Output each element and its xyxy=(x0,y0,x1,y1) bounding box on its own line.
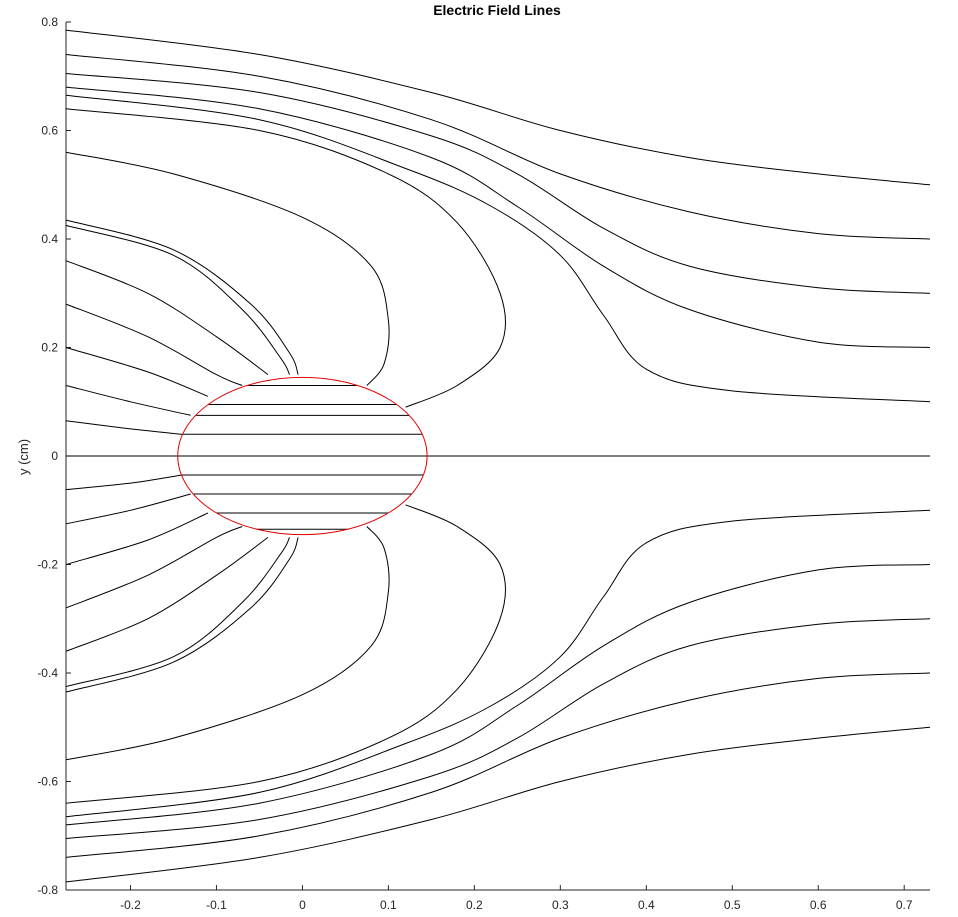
field-line xyxy=(65,672,931,858)
field-line xyxy=(65,108,506,408)
x-tick-label: 0.4 xyxy=(638,898,655,912)
field-line xyxy=(65,512,209,565)
field-line xyxy=(65,73,931,294)
y-tick-label: 0.4 xyxy=(41,232,58,246)
field-line xyxy=(65,537,290,688)
field-line xyxy=(65,420,183,435)
y-tick-label: -0.2 xyxy=(37,558,58,572)
x-tick-label: -0.1 xyxy=(206,898,227,912)
field-line xyxy=(65,303,243,386)
y-tick-label: 0.6 xyxy=(41,124,58,138)
x-tick-label: 0.5 xyxy=(724,898,741,912)
field-line xyxy=(65,224,290,375)
field-line xyxy=(65,347,209,397)
field-line xyxy=(65,474,183,491)
axes: 0.8 0.6 0.4 0.2 0 -0.2 -0.4 -0.6 -0.8 -0.2 -0.1 0 0.… xyxy=(37,15,930,912)
field-line xyxy=(65,54,931,240)
field-line xyxy=(65,509,931,818)
y-tick-label: -0.8 xyxy=(37,883,58,897)
field-line xyxy=(65,504,506,804)
x-tick-label: 0.7 xyxy=(896,898,913,912)
y-tick-label: 0.8 xyxy=(41,15,58,29)
chart-title: Electric Field Lines xyxy=(433,2,561,18)
field-line xyxy=(65,29,931,186)
plot-area xyxy=(65,29,931,883)
field-line xyxy=(65,537,299,693)
x-tick-label: 0.6 xyxy=(810,898,827,912)
field-line xyxy=(65,94,931,403)
x-tick-label: 0.3 xyxy=(552,898,569,912)
y-tick-label: 0.2 xyxy=(41,341,58,355)
field-line xyxy=(65,536,269,652)
field-line xyxy=(65,260,269,376)
y-tick-label: -0.4 xyxy=(37,666,58,680)
field-line xyxy=(65,726,931,883)
field-line xyxy=(65,526,390,761)
y-tick-label: -0.6 xyxy=(37,775,58,789)
conductor-boundary xyxy=(177,376,428,536)
x-tick-label: 0.1 xyxy=(380,898,397,912)
y-axis-label: y (cm) xyxy=(16,439,31,475)
y-tick-label: 0 xyxy=(51,449,58,463)
x-tick-label: -0.2 xyxy=(120,898,141,912)
field-line xyxy=(65,385,191,416)
x-tick-label: 0.2 xyxy=(466,898,483,912)
field-line xyxy=(65,493,191,525)
field-line xyxy=(65,151,390,386)
field-line xyxy=(65,564,931,826)
field-line xyxy=(65,86,931,348)
field-line xyxy=(65,526,243,609)
field-line xyxy=(65,618,931,839)
field-line xyxy=(65,219,299,375)
x-tick-label: 0 xyxy=(299,898,306,912)
